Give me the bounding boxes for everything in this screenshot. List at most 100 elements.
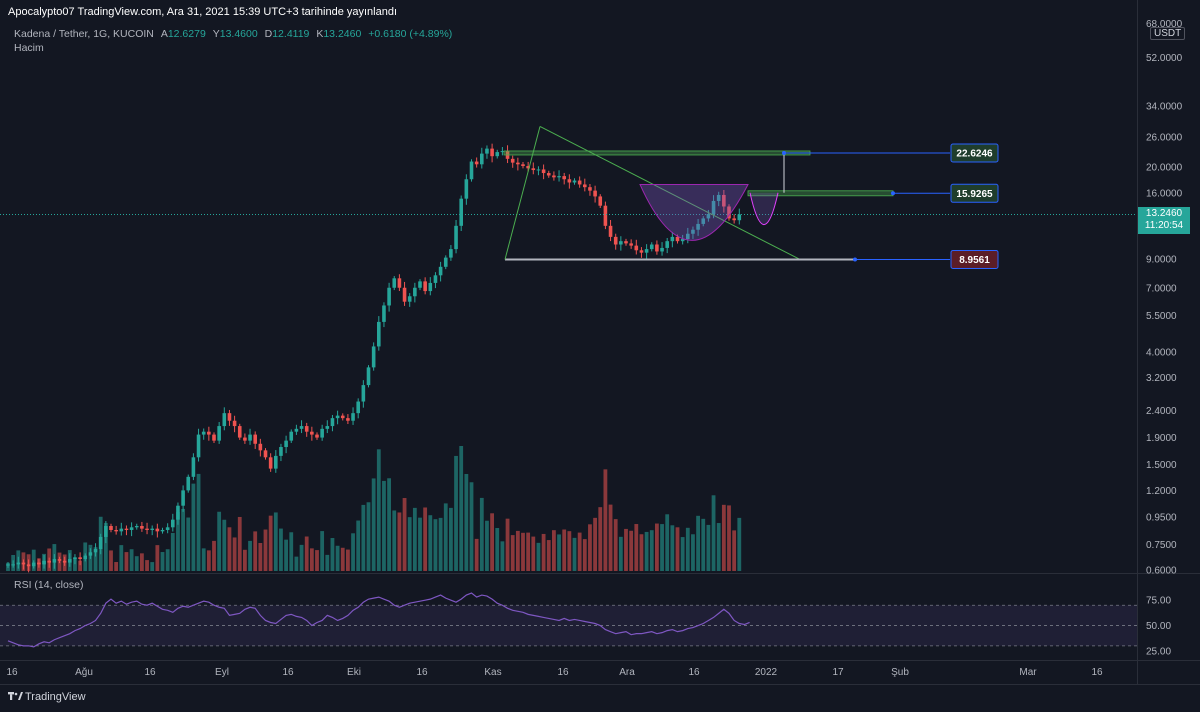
volume-bar	[433, 519, 438, 571]
price-tick-label: 0.7500	[1146, 540, 1177, 551]
candle-body	[263, 450, 268, 458]
candle-body	[680, 239, 685, 242]
volume-bar	[572, 537, 577, 571]
candle-body	[495, 152, 500, 157]
volume-bar	[129, 549, 134, 571]
volume-bar	[464, 473, 469, 571]
candle-body	[603, 205, 608, 226]
volume-bar	[273, 512, 278, 571]
candle-body	[737, 214, 742, 221]
volume-bar	[598, 507, 603, 571]
volume-bar	[392, 510, 397, 571]
volume-bar	[562, 529, 567, 571]
candle-body	[433, 275, 438, 283]
volume-bar	[294, 556, 299, 571]
volume-bar	[284, 539, 288, 571]
volume-bar	[222, 519, 227, 571]
candle-body	[16, 562, 21, 565]
candle-body	[186, 476, 191, 491]
time-tick-label: 16	[144, 667, 156, 678]
candle-body	[516, 162, 520, 165]
volume-bar	[644, 531, 649, 571]
change-value: +0.6180 (+4.89%)	[368, 28, 453, 40]
high-label: Y	[212, 28, 220, 40]
rsi-tick-label: 50.00	[1146, 621, 1171, 632]
candle-body	[196, 434, 201, 458]
candle-body	[243, 437, 247, 441]
candle-body	[716, 194, 721, 201]
candle-body	[134, 525, 139, 528]
price-tick-label: 20.0000	[1146, 163, 1183, 174]
candle-body	[11, 564, 15, 566]
candle-body	[191, 457, 196, 477]
candle-body	[567, 179, 572, 183]
volume-bar	[191, 483, 196, 571]
candle-body	[577, 180, 582, 185]
volume-bar	[613, 519, 618, 571]
candle-body	[552, 175, 556, 178]
candle-body	[171, 519, 175, 528]
price-level-label: 15.9265	[950, 183, 999, 203]
volume-bar	[356, 520, 361, 571]
volume-bar	[150, 562, 155, 571]
publish-line: Apocalypto07 TradingView.com, Ara 31, 20…	[8, 6, 398, 18]
candle-body	[268, 457, 273, 469]
candle-body	[217, 426, 221, 441]
volume-bar	[346, 549, 350, 571]
candle-body	[248, 434, 252, 441]
volume-bar	[196, 473, 201, 571]
candle-body	[371, 346, 376, 368]
candle-body	[201, 431, 206, 435]
candle-body	[464, 179, 469, 199]
candle-body	[510, 158, 515, 163]
price-axis-bg	[1137, 0, 1200, 690]
candle-body	[346, 418, 350, 421]
volume-bar	[531, 536, 536, 571]
volume-bar	[382, 480, 386, 571]
volume-bar	[541, 533, 546, 571]
volume-bar	[114, 562, 119, 571]
candle-body	[150, 528, 154, 530]
volume-bar	[227, 527, 232, 571]
volume-bar	[639, 534, 644, 571]
candle-body	[428, 282, 433, 292]
price-level-box	[950, 143, 999, 163]
volume-bar	[618, 536, 623, 571]
volume-bar	[490, 513, 494, 571]
price-level-text: 22.6246	[956, 148, 993, 159]
footer-brand[interactable]: TradingView	[8, 691, 86, 703]
candle-body	[572, 180, 577, 183]
candle-body	[88, 552, 93, 556]
currency-badge[interactable]: USDT	[1150, 27, 1186, 40]
candle-body	[469, 161, 474, 180]
volume-bar	[412, 507, 417, 571]
volume-bar	[119, 545, 124, 571]
candle-body	[387, 287, 391, 306]
candle-body	[443, 257, 448, 267]
volume-bar	[670, 525, 675, 571]
candle-body	[485, 148, 489, 154]
volume-bar	[248, 540, 252, 571]
volume-bar	[685, 527, 690, 571]
volume-bar	[170, 532, 175, 571]
volume-bar	[258, 542, 263, 571]
volume-bar	[474, 538, 479, 571]
projection-anchor	[853, 257, 857, 262]
volume-bar	[304, 536, 309, 571]
volume-bar	[325, 554, 330, 571]
candle-body	[382, 305, 386, 322]
last-price-badge: 13.2460 11:20:54	[1138, 207, 1190, 235]
volume-bar	[320, 531, 325, 571]
candle-body	[413, 287, 417, 297]
time-tick-label: Eyl	[215, 667, 229, 678]
volume-bar	[443, 503, 448, 571]
volume-bars	[6, 446, 742, 571]
candle-body	[459, 198, 463, 226]
volume-bar	[428, 515, 433, 571]
time-tick-label: 17	[832, 667, 844, 678]
candle-body	[325, 426, 330, 429]
volume-bar	[624, 528, 628, 571]
candle-body	[119, 528, 124, 532]
candle-body	[145, 528, 149, 530]
